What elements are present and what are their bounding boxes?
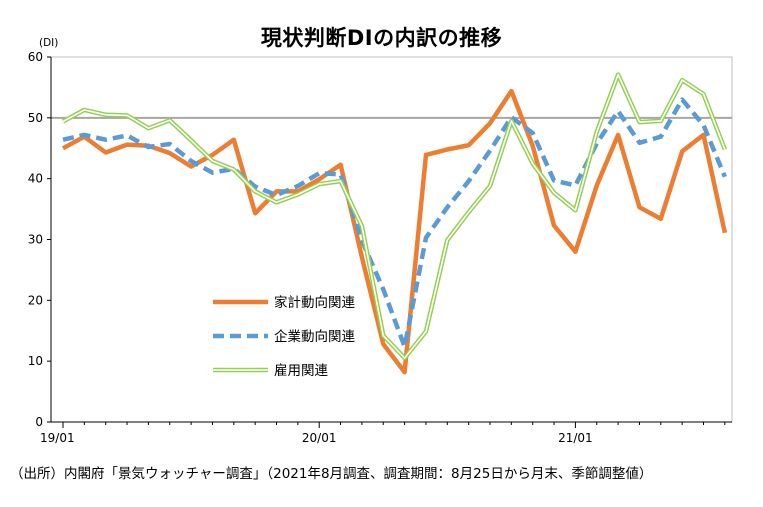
series-layer bbox=[61, 72, 728, 375]
series-3 bbox=[61, 72, 727, 361]
axes-layer: 0 10 20 30 40 50 60 19/01 20/01 21/01 bbox=[28, 50, 732, 445]
legend-item-2: 企業動向関連 bbox=[213, 328, 355, 345]
series-2 bbox=[62, 97, 727, 349]
x-tick-label: 19/01 bbox=[40, 431, 75, 445]
legend-label: 雇用関連 bbox=[274, 362, 328, 379]
y-axis-unit: (DI) bbox=[39, 37, 58, 49]
chart-title: 現状判断DIの内訳の推移 bbox=[260, 26, 503, 50]
legend-item-1: 家計動向関連 bbox=[213, 294, 355, 311]
y-tick-label: 10 bbox=[28, 354, 43, 368]
legend-label: 家計動向関連 bbox=[274, 294, 355, 311]
plot-area bbox=[50, 56, 733, 423]
series-line-inner bbox=[62, 73, 726, 359]
series-line bbox=[61, 88, 728, 375]
y-tick-label: 50 bbox=[28, 111, 43, 125]
y-tick-label: 20 bbox=[28, 293, 43, 307]
legend-item-3: 雇用関連 bbox=[213, 362, 328, 379]
y-tick-label: 40 bbox=[28, 172, 43, 186]
x-tick-label: 21/01 bbox=[558, 431, 593, 445]
source-note: （出所）内閣府「景気ウォッチャー調査」（2021年8月調査、調査期間：8月25日… bbox=[10, 466, 653, 482]
series-1 bbox=[61, 88, 728, 375]
y-tick-label: 30 bbox=[28, 233, 43, 247]
y-tick-label: 0 bbox=[35, 415, 43, 429]
series-line bbox=[62, 97, 727, 349]
x-tick-label: 20/01 bbox=[302, 431, 337, 445]
legend-label: 企業動向関連 bbox=[274, 328, 355, 345]
y-tick-label: 60 bbox=[28, 50, 43, 64]
